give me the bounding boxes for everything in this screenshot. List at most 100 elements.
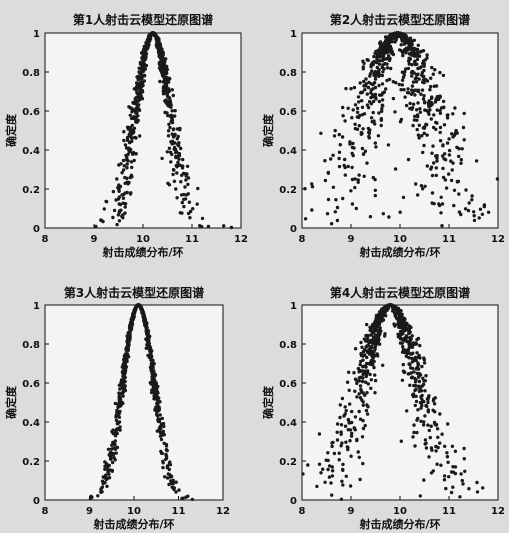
cloud-drop <box>472 214 476 218</box>
cloud-drop <box>406 157 411 162</box>
cloud-drop <box>353 185 357 190</box>
cloud-drop <box>124 153 128 158</box>
y-tick-label-4-0: 0 <box>290 496 297 507</box>
cloud-drop <box>360 99 364 103</box>
cloud-drop <box>361 461 365 466</box>
cloud-drop <box>418 50 422 54</box>
cloud-drop <box>427 112 431 117</box>
x-tick-label-4-10: 10 <box>393 506 407 517</box>
cloud-drop <box>374 145 378 149</box>
cloud-drop <box>414 394 418 398</box>
cloud-drop <box>369 386 373 390</box>
cloud-drop <box>121 196 126 200</box>
cloud-drop <box>137 66 141 70</box>
cloud-drop <box>420 364 424 369</box>
cloud-drop <box>398 329 403 334</box>
cloud-drop <box>356 95 361 99</box>
cloud-drop <box>429 76 433 80</box>
cloud-drop <box>171 172 175 177</box>
cloud-drop <box>398 210 402 214</box>
cloud-drop <box>447 153 452 157</box>
cloud-drop <box>118 428 122 432</box>
cloud-drop <box>370 346 374 350</box>
cloud-drop <box>464 188 468 192</box>
cloud-drop <box>112 446 116 450</box>
cloud-drop <box>415 108 419 112</box>
cloud-drop <box>415 62 419 66</box>
cloud-drop <box>200 225 204 229</box>
cloud-drop <box>119 380 123 384</box>
cloud-drop <box>381 212 385 216</box>
cloud-drop <box>422 101 427 105</box>
cloud-drop <box>429 103 433 108</box>
cloud-drop <box>421 97 426 101</box>
cloud-drop <box>365 322 369 327</box>
cloud-drop <box>405 321 409 326</box>
cloud-drop <box>403 95 407 99</box>
cloud-drop <box>444 486 448 491</box>
cloud-drop <box>407 372 411 376</box>
cloud-drop <box>440 202 445 206</box>
x-tick-label-3-8: 8 <box>42 506 49 517</box>
y-tick-label-2-0.2: 0.2 <box>279 185 297 196</box>
cloud-drop <box>352 85 357 90</box>
cloud-drop <box>108 452 112 456</box>
cloud-drop <box>163 475 167 479</box>
cloud-drop <box>435 108 439 112</box>
cloud-drop <box>412 370 416 374</box>
chart-panel-4: 第4人射击云模型还原图谱 8 9 10 11 12 0 0.2 0.4 0.6 0.8 1 射击成绩分布… <box>261 285 505 531</box>
cloud-drop <box>422 81 426 85</box>
cloud-drop <box>435 427 440 431</box>
cloud-drop <box>430 201 434 205</box>
cloud-drop <box>360 379 365 384</box>
cloud-drop <box>156 384 160 389</box>
cloud-drop <box>398 332 403 337</box>
cloud-drop <box>145 331 150 336</box>
cloud-drop <box>430 191 435 195</box>
cloud-drop <box>341 105 345 110</box>
cloud-drop <box>368 72 373 76</box>
cloud-drop <box>389 66 393 71</box>
cloud-drop <box>413 59 417 63</box>
cloud-drop <box>405 90 410 95</box>
cloud-drop <box>349 87 353 91</box>
cloud-drop <box>168 475 173 479</box>
cloud-drop <box>128 321 133 325</box>
cloud-drop <box>114 418 119 423</box>
y-axis-label-1: 确定度 <box>4 113 18 147</box>
cloud-drop <box>449 159 453 163</box>
cloud-drop <box>363 353 367 357</box>
cloud-drop <box>116 409 120 414</box>
cloud-drop <box>385 50 390 54</box>
cloud-drop <box>416 193 420 197</box>
cloud-drop <box>429 167 433 171</box>
cloud-drop <box>418 494 422 498</box>
cloud-drop <box>438 139 443 143</box>
cloud-drop <box>117 210 122 215</box>
cloud-drop <box>111 431 115 436</box>
cloud-drop <box>419 395 423 399</box>
cloud-drop <box>386 43 391 47</box>
cloud-drop <box>144 325 148 330</box>
cloud-drop <box>130 165 134 170</box>
cloud-drop <box>112 208 117 213</box>
cloud-drop <box>341 462 345 467</box>
cloud-drop <box>410 345 415 349</box>
cloud-drop <box>451 161 455 165</box>
cloud-drop <box>188 209 193 214</box>
cloud-drop <box>441 144 445 148</box>
cloud-drop <box>407 62 411 66</box>
cloud-drop <box>330 474 335 478</box>
cloud-drop <box>382 67 386 71</box>
cloud-drop <box>412 359 416 363</box>
cloud-drop <box>341 196 345 201</box>
cloud-drop <box>478 207 483 211</box>
cloud-drop <box>421 376 425 380</box>
cloud-drop <box>377 62 382 66</box>
cloud-drop <box>380 73 384 78</box>
cloud-drop <box>374 50 378 55</box>
cloud-drop <box>390 49 394 54</box>
cloud-drop <box>127 132 131 137</box>
cloud-drop <box>447 148 452 153</box>
cloud-drop <box>128 113 132 118</box>
